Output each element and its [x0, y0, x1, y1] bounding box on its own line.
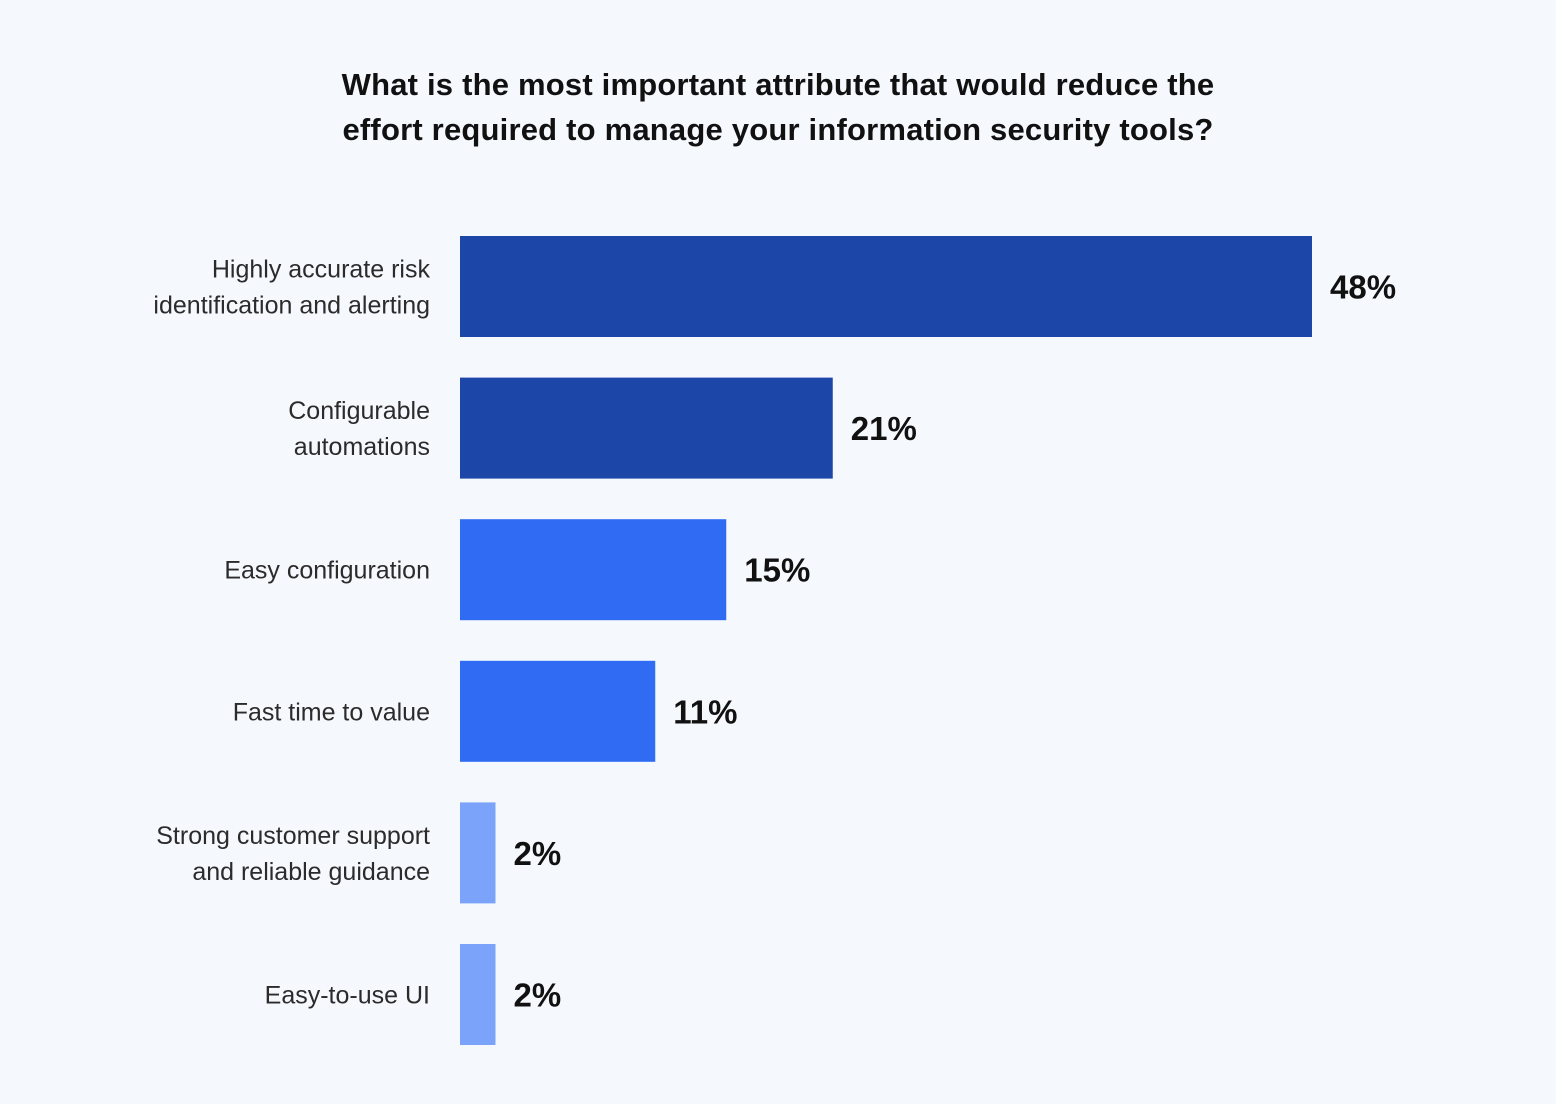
- value-label-1: 21%: [851, 410, 917, 447]
- category-label-0-line-1: identification and alerting: [153, 292, 430, 320]
- category-label-3-line-0: Fast time to value: [233, 698, 430, 726]
- bar-1: [460, 377, 833, 479]
- category-label-0-line-0: Highly accurate risk: [212, 256, 431, 284]
- value-label-0: 48%: [1330, 269, 1396, 306]
- bar-4: [460, 802, 496, 904]
- bar-2: [460, 519, 727, 621]
- bar-0: [460, 236, 1312, 337]
- category-label-1-line-1: automations: [294, 433, 430, 461]
- category-label-5-line-0: Easy-to-use UI: [265, 982, 430, 1010]
- value-label-2: 15%: [744, 552, 810, 589]
- chart-title: What is the most important attribute tha…: [0, 62, 1556, 152]
- category-label-2-line-0: Easy configuration: [224, 557, 430, 585]
- chart-title-line-1: What is the most important attribute tha…: [341, 67, 1215, 102]
- bar-3: [460, 660, 656, 762]
- value-label-4: 2%: [514, 835, 562, 872]
- value-label-3: 11%: [673, 693, 737, 730]
- category-label-1-line-0: Configurable: [288, 397, 430, 425]
- category-label-4-line-0: Strong customer support: [156, 822, 430, 850]
- chart-title-line-2: effort required to manage your informati…: [342, 112, 1214, 147]
- value-label-5: 2%: [514, 977, 562, 1014]
- category-label-4-line-1: and reliable guidance: [192, 858, 430, 886]
- bar-5: [460, 944, 496, 1045]
